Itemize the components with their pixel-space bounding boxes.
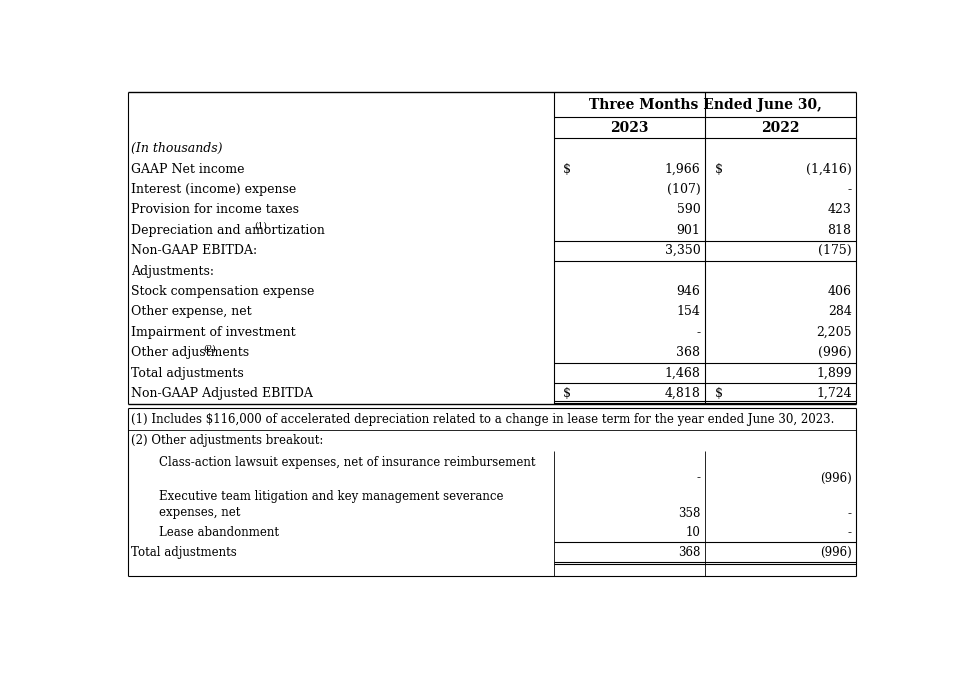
Text: $: $ <box>714 387 723 400</box>
Text: 368: 368 <box>677 346 701 359</box>
Text: 2,205: 2,205 <box>816 326 852 339</box>
Text: Non-GAAP EBITDA:: Non-GAAP EBITDA: <box>131 244 257 257</box>
Text: 423: 423 <box>828 203 852 217</box>
Text: 1,468: 1,468 <box>664 367 701 380</box>
Text: 818: 818 <box>828 224 852 237</box>
Text: (996): (996) <box>820 546 852 559</box>
Text: $: $ <box>564 163 571 176</box>
Text: Stock compensation expense: Stock compensation expense <box>131 285 314 298</box>
Text: -: - <box>848 183 852 196</box>
Text: 3,350: 3,350 <box>664 244 701 257</box>
Text: Other expense, net: Other expense, net <box>131 305 252 318</box>
Text: (1,416): (1,416) <box>805 163 852 176</box>
Text: 946: 946 <box>677 285 701 298</box>
Text: 368: 368 <box>678 546 701 559</box>
Text: (175): (175) <box>818 244 852 257</box>
Text: (2) Other adjustments breakout:: (2) Other adjustments breakout: <box>131 434 324 447</box>
Text: Class-action lawsuit expenses, net of insurance reimbursement: Class-action lawsuit expenses, net of in… <box>158 456 536 469</box>
Text: Non-GAAP Adjusted EBITDA: Non-GAAP Adjusted EBITDA <box>131 387 313 400</box>
Text: $: $ <box>564 387 571 400</box>
Text: (1): (1) <box>254 222 267 231</box>
Text: -: - <box>696 471 701 484</box>
Text: $: $ <box>714 163 723 176</box>
Text: 284: 284 <box>828 305 852 318</box>
Text: (996): (996) <box>820 471 852 484</box>
Text: 406: 406 <box>828 285 852 298</box>
Text: (996): (996) <box>818 346 852 359</box>
Text: (107): (107) <box>667 183 701 196</box>
Text: Total adjustments: Total adjustments <box>131 546 236 559</box>
Text: Lease abandonment: Lease abandonment <box>158 526 278 539</box>
Text: 590: 590 <box>677 203 701 217</box>
Text: (In thousands): (In thousands) <box>131 142 223 155</box>
Text: GAAP Net income: GAAP Net income <box>131 163 245 176</box>
Text: -: - <box>848 526 852 539</box>
Text: -: - <box>848 507 852 520</box>
Text: Provision for income taxes: Provision for income taxes <box>131 203 299 217</box>
Text: expenses, net: expenses, net <box>158 506 240 519</box>
Text: 1,899: 1,899 <box>816 367 852 380</box>
Text: 1,724: 1,724 <box>816 387 852 400</box>
Text: 2022: 2022 <box>761 120 800 135</box>
Text: 154: 154 <box>677 305 701 318</box>
Text: (2): (2) <box>204 345 216 354</box>
Text: Executive team litigation and key management severance: Executive team litigation and key manage… <box>158 491 503 503</box>
Text: Impairment of investment: Impairment of investment <box>131 326 296 339</box>
Text: 2023: 2023 <box>611 120 649 135</box>
Text: (1) Includes $116,000 of accelerated depreciation related to a change in lease t: (1) Includes $116,000 of accelerated dep… <box>131 412 834 426</box>
Text: -: - <box>696 326 701 339</box>
Text: Other adjustments: Other adjustments <box>131 346 249 359</box>
Text: 1,966: 1,966 <box>664 163 701 176</box>
Text: 10: 10 <box>685 526 701 539</box>
Text: Three Months Ended June 30,: Three Months Ended June 30, <box>588 98 822 111</box>
Text: Depreciation and amortization: Depreciation and amortization <box>131 224 324 237</box>
Text: Adjustments:: Adjustments: <box>131 264 214 277</box>
Text: 358: 358 <box>678 507 701 520</box>
Text: Interest (income) expense: Interest (income) expense <box>131 183 296 196</box>
Text: 901: 901 <box>677 224 701 237</box>
Text: Total adjustments: Total adjustments <box>131 367 244 380</box>
Text: 4,818: 4,818 <box>664 387 701 400</box>
